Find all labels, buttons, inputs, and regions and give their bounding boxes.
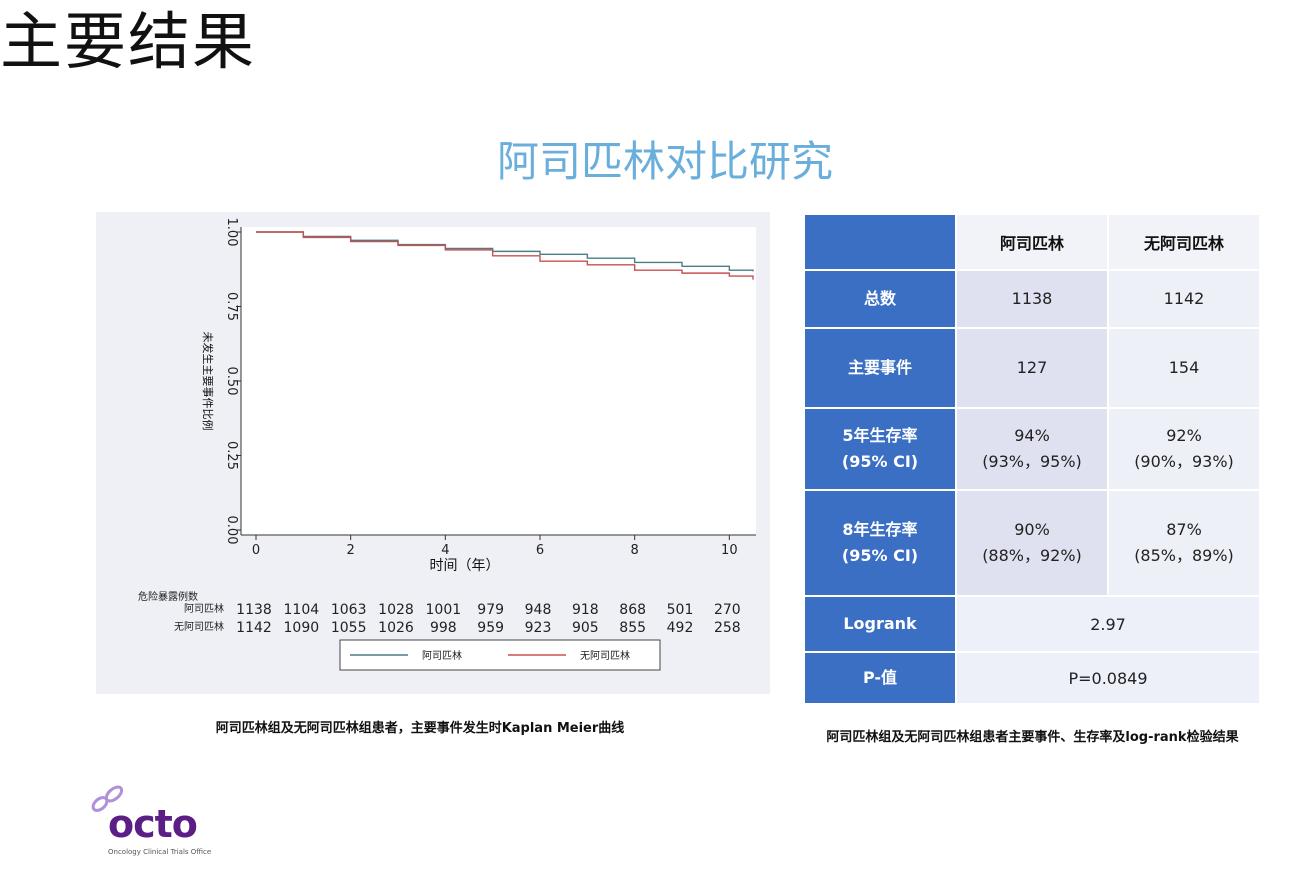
row-header-8yr: 8年生存率 (95% CI) [805, 491, 955, 595]
row-header-p: P-值 [805, 653, 955, 703]
cell-5yr-aspirin: 94% (93%，95%) [957, 409, 1107, 489]
risk-count: 959 [477, 620, 504, 636]
row-label: 主要事件 [847, 358, 912, 377]
cell-ci: (88%，92%) [982, 546, 1082, 565]
risk-count: 501 [667, 602, 694, 618]
risk-count: 979 [477, 602, 504, 618]
x-tick-label: 10 [721, 543, 738, 558]
risk-count: 868 [619, 602, 646, 618]
octo-logo: octo Oncology Clinical Trials Office [84, 780, 224, 860]
risk-count: 270 [714, 602, 741, 618]
series-line-1 [256, 231, 754, 280]
risk-count: 905 [572, 620, 599, 636]
row-label: 8年生存率 [842, 520, 918, 539]
y-axis-label: 未发生主要事件比例 [201, 332, 215, 431]
km-chart-panel: 0.00 0.25 0.50 0.75 1.00 0 2 4 6 8 10 时间（年） 未发生主要事件比… [96, 212, 770, 694]
x-tick-label: 2 [347, 543, 355, 558]
x-tick-label: 0 [252, 543, 260, 558]
risk-row-label: 无阿司匹林 [174, 620, 224, 633]
chart-caption: 阿司匹林组及无阿司匹林组患者，主要事件发生时Kaplan Meier曲线 [215, 721, 625, 736]
legend-label: 无阿司匹林 [580, 649, 630, 662]
risk-count: 1001 [426, 602, 462, 618]
row-header-5yr: 5年生存率 (95% CI) [805, 409, 955, 489]
cell-ci: (93%，95%) [982, 452, 1082, 471]
cell-value: 87% [1166, 520, 1202, 539]
plot-area [241, 227, 756, 535]
logo-text: octo [108, 802, 198, 846]
legend-label: 阿司匹林 [422, 649, 462, 662]
risk-count: 855 [619, 620, 646, 636]
header-aspirin: 阿司匹林 [957, 215, 1107, 269]
y-tick-label: 0.25 [224, 441, 239, 470]
risk-count: 1028 [378, 602, 414, 618]
sub-title: 阿司匹林对比研究 [496, 137, 833, 186]
x-axis-label: 时间（年） [430, 558, 500, 574]
x-tick-label: 8 [631, 543, 639, 558]
x-tick-label: 4 [441, 543, 449, 558]
cell-ci: (90%，93%) [1134, 452, 1234, 471]
table-row: 主要事件 127 154 [805, 329, 1259, 407]
results-table: 阿司匹林 无阿司匹林 总数 1138 1142 主要事件 127 154 5年生… [803, 213, 1261, 705]
row-label: 5年生存率 [842, 426, 918, 445]
cell-8yr-aspirin: 90% (88%，92%) [957, 491, 1107, 595]
risk-count: 1104 [284, 602, 320, 618]
cell-ci: (85%，89%) [1134, 546, 1234, 565]
km-chart: 0.00 0.25 0.50 0.75 1.00 0 2 4 6 8 10 时间（年） 未发生主要事件比… [138, 218, 756, 671]
table-corner [805, 215, 955, 269]
risk-count: 1142 [236, 620, 272, 636]
risk-count: 923 [525, 620, 552, 636]
slide-title: 主要结果 [0, 5, 257, 78]
risk-count: 1090 [284, 620, 320, 636]
cell-value: 94% [1014, 426, 1050, 445]
cell-events-aspirin: 127 [957, 329, 1107, 407]
logo-mark-icon [91, 785, 124, 812]
risk-count: 1055 [331, 620, 367, 636]
risk-table-label: 危险暴露例数 [138, 590, 198, 603]
cell-value: 92% [1166, 426, 1202, 445]
risk-count: 1138 [236, 602, 272, 618]
row-header-total: 总数 [805, 271, 955, 327]
table-row: 总数 1138 1142 [805, 271, 1259, 327]
table-row: P-值 P=0.0849 [805, 653, 1259, 703]
x-tick-label: 6 [536, 543, 544, 558]
risk-row-label: 阿司匹林 [184, 602, 224, 615]
risk-count: 1063 [331, 602, 367, 618]
header-no-aspirin: 无阿司匹林 [1109, 215, 1259, 269]
risk-count: 258 [714, 620, 741, 636]
y-tick-label: 1.00 [224, 218, 239, 247]
cell-logrank-value: 2.97 [957, 597, 1259, 651]
table-row: 5年生存率 (95% CI) 94% (93%，95%) 92% (90%，93… [805, 409, 1259, 489]
risk-count: 998 [430, 620, 457, 636]
row-label-ci: (95% CI) [841, 546, 919, 565]
cell-total-aspirin: 1138 [957, 271, 1107, 327]
risk-count: 492 [667, 620, 694, 636]
risk-count: 948 [525, 602, 552, 618]
row-label-ci: (95% CI) [841, 452, 919, 471]
logo-tagline: Oncology Clinical Trials Office [108, 848, 212, 856]
row-header-logrank: Logrank [805, 597, 955, 651]
table-row: Logrank 2.97 [805, 597, 1259, 651]
cell-8yr-no-aspirin: 87% (85%，89%) [1109, 491, 1259, 595]
table-caption: 阿司匹林组及无阿司匹林组患者主要事件、生存率及log-rank检验结果 [826, 730, 1239, 745]
cell-events-no-aspirin: 154 [1109, 329, 1259, 407]
risk-count: 1026 [378, 620, 414, 636]
row-label: 总数 [863, 289, 896, 308]
cell-value: 90% [1014, 520, 1050, 539]
table-row: 8年生存率 (95% CI) 90% (88%，92%) 87% (85%，89… [805, 491, 1259, 595]
y-tick-label: 0.50 [224, 367, 239, 396]
risk-count: 918 [572, 602, 599, 618]
cell-total-no-aspirin: 1142 [1109, 271, 1259, 327]
cell-p-value: P=0.0849 [957, 653, 1259, 703]
cell-5yr-no-aspirin: 92% (90%，93%) [1109, 409, 1259, 489]
y-tick-label: 0.00 [224, 516, 239, 545]
y-tick-label: 0.75 [224, 292, 239, 321]
row-header-events: 主要事件 [805, 329, 955, 407]
